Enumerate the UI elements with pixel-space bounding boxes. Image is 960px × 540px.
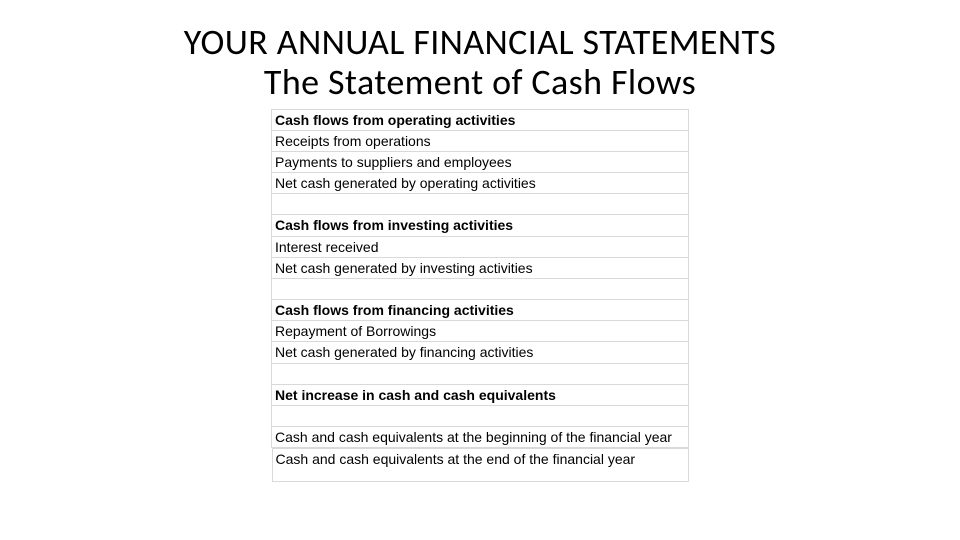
table-row: Net cash generated by operating activiti…: [272, 173, 689, 194]
table-row: [272, 405, 689, 426]
title-block: YOUR ANNUAL FINANCIAL STATEMENTS The Sta…: [0, 22, 960, 103]
table-row: Repayment of Borrowings: [272, 321, 689, 342]
table-cell: Payments to suppliers and employees: [272, 152, 689, 173]
table-cell: Net cash generated by operating activiti…: [272, 173, 689, 194]
table-cell: [272, 194, 689, 215]
table-cell: Net increase in cash and cash equivalent…: [272, 384, 689, 405]
table-cell: Net cash generated by financing activiti…: [272, 342, 689, 363]
table-row: Payments to suppliers and employees: [272, 152, 689, 173]
table-cell: Cash flows from financing activities: [272, 299, 689, 320]
table-cell: Receipts from operations: [272, 130, 689, 151]
table-cell: Repayment of Borrowings: [272, 321, 689, 342]
table-cell: [272, 405, 689, 426]
table-row: Cash and cash equivalents at the beginni…: [272, 426, 689, 447]
table-row: Interest received: [272, 236, 689, 257]
table-cell: Cash and cash equivalents at the end of …: [272, 448, 689, 482]
table-row: Net cash generated by investing activiti…: [272, 257, 689, 278]
table-cell: Cash and cash equivalents at the beginni…: [272, 426, 689, 447]
table-row: Receipts from operations: [272, 130, 689, 151]
title-line-2: The Statement of Cash Flows: [0, 62, 960, 102]
table-row: [272, 194, 689, 215]
table-cell: Cash flows from operating activities: [272, 109, 689, 130]
table-cell: Interest received: [272, 236, 689, 257]
cashflow-table-wrap: Cash flows from operating activitiesRece…: [0, 109, 960, 482]
table-row: Cash and cash equivalents at the end of …: [272, 447, 689, 482]
table-row: Net cash generated by financing activiti…: [272, 342, 689, 363]
title-line-1: YOUR ANNUAL FINANCIAL STATEMENTS: [0, 22, 960, 62]
table-cell: [272, 278, 689, 299]
table-row: [272, 278, 689, 299]
table-row: Cash flows from investing activities: [272, 215, 689, 236]
table-cell: Cash flows from investing activities: [272, 215, 689, 236]
table-row: Net increase in cash and cash equivalent…: [272, 384, 689, 405]
cashflow-table: Cash flows from operating activitiesRece…: [271, 109, 689, 482]
table-cell: [272, 363, 689, 384]
table-cell: Net cash generated by investing activiti…: [272, 257, 689, 278]
table-row: Cash flows from financing activities: [272, 299, 689, 320]
table-row: Cash flows from operating activities: [272, 109, 689, 130]
slide: YOUR ANNUAL FINANCIAL STATEMENTS The Sta…: [0, 0, 960, 540]
table-row: [272, 363, 689, 384]
cashflow-table-body: Cash flows from operating activitiesRece…: [272, 109, 689, 482]
